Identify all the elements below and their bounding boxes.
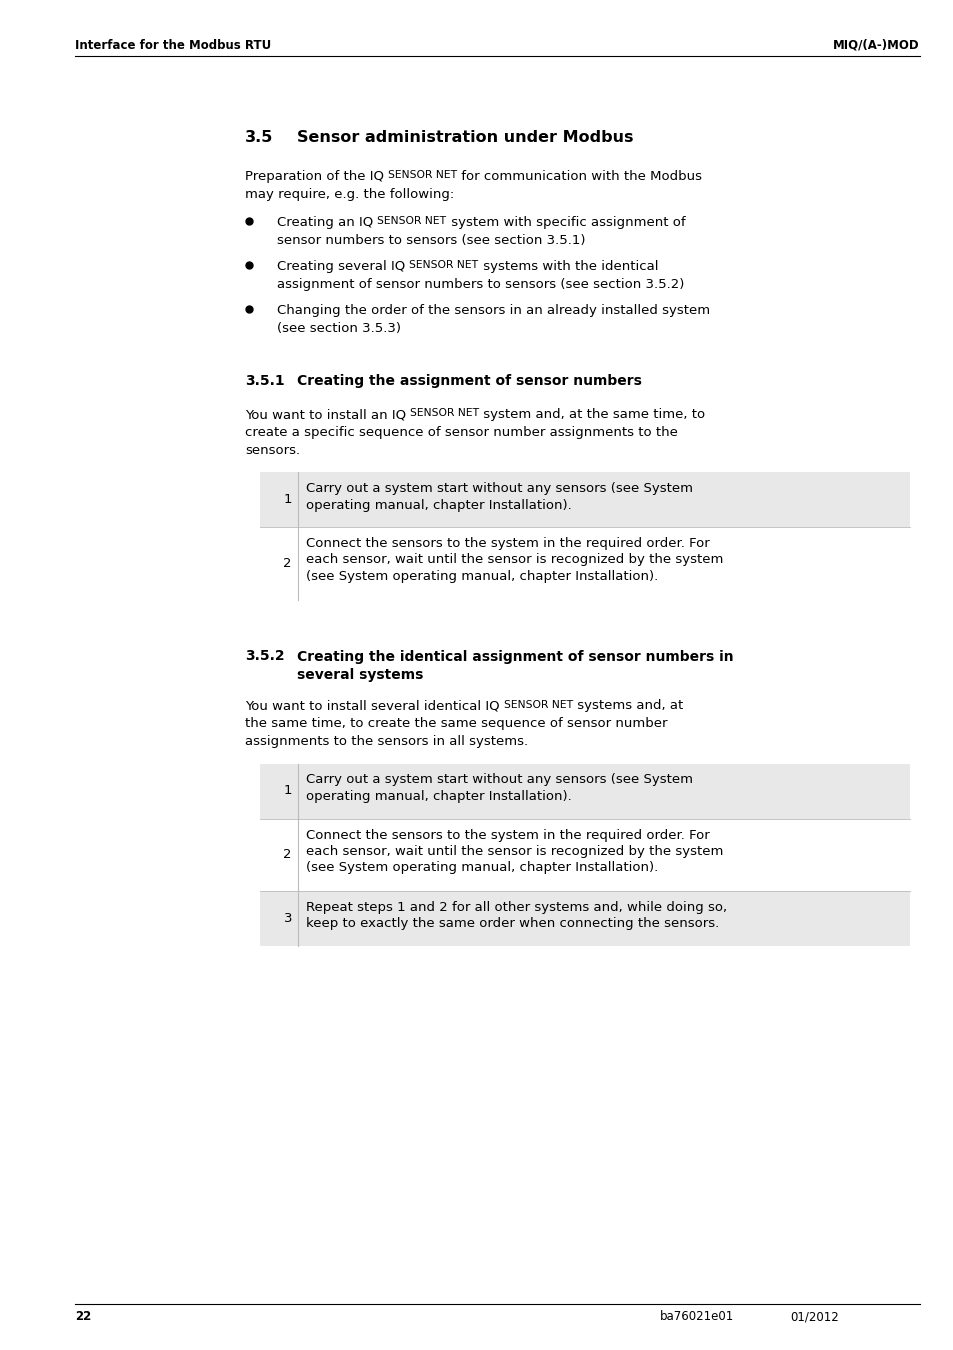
Text: SENSOR NET: SENSOR NET [388,170,456,180]
Text: Creating several IQ: Creating several IQ [276,261,409,273]
Text: You want to install an IQ: You want to install an IQ [245,408,410,421]
Text: Preparation of the IQ: Preparation of the IQ [245,170,388,184]
Text: system and, at the same time, to: system and, at the same time, to [479,408,705,421]
Text: for communication with the Modbus: for communication with the Modbus [456,170,701,184]
Text: the same time, to create the same sequence of sensor number: the same time, to create the same sequen… [245,717,667,730]
Text: Interface for the Modbus RTU: Interface for the Modbus RTU [75,39,271,53]
Text: 1: 1 [283,493,292,506]
Text: 3.5.2: 3.5.2 [245,649,284,663]
Text: may require, e.g. the following:: may require, e.g. the following: [245,188,454,201]
Bar [260,472,909,526]
Text: 1: 1 [283,784,292,798]
Text: systems and, at: systems and, at [573,699,682,713]
Text: ba76021e01: ba76021e01 [659,1310,734,1323]
Text: 2: 2 [283,556,292,570]
Text: SENSOR NET: SENSOR NET [377,216,446,225]
Text: 01/2012: 01/2012 [789,1310,838,1323]
Text: 3: 3 [283,913,292,925]
Text: sensor numbers to sensors (see section 3.5.1): sensor numbers to sensors (see section 3… [276,234,585,247]
Text: (see section 3.5.3): (see section 3.5.3) [276,323,400,335]
Text: 22: 22 [75,1310,91,1323]
Text: MIQ/(A-)MOD: MIQ/(A-)MOD [833,39,919,53]
Text: Creating the assignment of sensor numbers: Creating the assignment of sensor number… [296,374,641,387]
Text: Creating an IQ: Creating an IQ [276,216,377,230]
Text: Connect the sensors to the system in the required order. For
each sensor, wait u: Connect the sensors to the system in the… [306,829,722,875]
Text: 3.5: 3.5 [245,130,274,144]
Text: system with specific assignment of: system with specific assignment of [446,216,684,230]
Text: SENSOR NET: SENSOR NET [410,408,479,418]
Text: Creating the identical assignment of sensor numbers in: Creating the identical assignment of sen… [296,649,733,663]
Text: 2: 2 [283,848,292,861]
Bar [260,818,909,891]
Text: You want to install several identical IQ: You want to install several identical IQ [245,699,503,713]
Text: assignment of sensor numbers to sensors (see section 3.5.2): assignment of sensor numbers to sensors … [276,278,683,292]
Text: Repeat steps 1 and 2 for all other systems and, while doing so,
keep to exactly : Repeat steps 1 and 2 for all other syste… [306,900,726,930]
Text: Carry out a system start without any sensors (see System
operating manual, chapt: Carry out a system start without any sen… [306,774,692,803]
Text: SENSOR NET: SENSOR NET [503,699,573,710]
Text: Sensor administration under Modbus: Sensor administration under Modbus [296,130,633,144]
Text: several systems: several systems [296,667,423,682]
Text: SENSOR NET: SENSOR NET [409,261,478,270]
Text: Connect the sensors to the system in the required order. For
each sensor, wait u: Connect the sensors to the system in the… [306,537,722,583]
Bar [260,526,909,599]
Text: Carry out a system start without any sensors (see System
operating manual, chapt: Carry out a system start without any sen… [306,482,692,512]
Text: Changing the order of the sensors in an already installed system: Changing the order of the sensors in an … [276,304,709,317]
Bar [260,891,909,946]
Bar [260,764,909,818]
Text: sensors.: sensors. [245,444,300,458]
Text: create a specific sequence of sensor number assignments to the: create a specific sequence of sensor num… [245,427,678,439]
Text: assignments to the sensors in all systems.: assignments to the sensors in all system… [245,736,528,748]
Text: 3.5.1: 3.5.1 [245,374,284,387]
Text: systems with the identical: systems with the identical [478,261,658,273]
